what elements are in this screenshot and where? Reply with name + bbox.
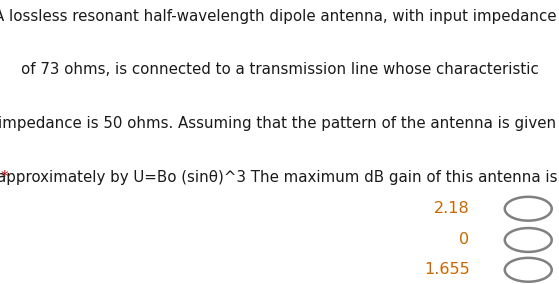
Text: impedance is 50 ohms. Assuming that the pattern of the antenna is given: impedance is 50 ohms. Assuming that the … — [0, 116, 556, 131]
Text: approximately by U=Bo (sinθ)^3 The maximum dB gain of this antenna is: approximately by U=Bo (sinθ)^3 The maxim… — [0, 170, 557, 185]
Text: 0: 0 — [459, 233, 470, 247]
Text: A lossless resonant half-wavelength dipole antenna, with input impedance: A lossless resonant half-wavelength dipo… — [0, 9, 556, 24]
Text: 1.655: 1.655 — [424, 262, 470, 277]
Text: 2.18: 2.18 — [434, 201, 470, 216]
Text: *: * — [1, 170, 13, 185]
Text: of 73 ohms, is connected to a transmission line whose characteristic: of 73 ohms, is connected to a transmissi… — [21, 62, 538, 78]
